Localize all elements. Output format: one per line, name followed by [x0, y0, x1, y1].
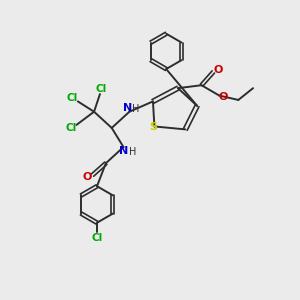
Text: O: O [213, 65, 222, 76]
Text: O: O [218, 92, 227, 102]
Text: H: H [132, 104, 140, 114]
Text: S: S [149, 122, 157, 132]
Text: H: H [129, 147, 136, 158]
Text: Cl: Cl [92, 233, 103, 243]
Text: N: N [119, 146, 129, 156]
Text: O: O [82, 172, 92, 182]
Text: N: N [123, 103, 133, 113]
Text: Cl: Cl [67, 94, 78, 103]
Text: Cl: Cl [96, 84, 107, 94]
Text: Cl: Cl [65, 123, 77, 133]
